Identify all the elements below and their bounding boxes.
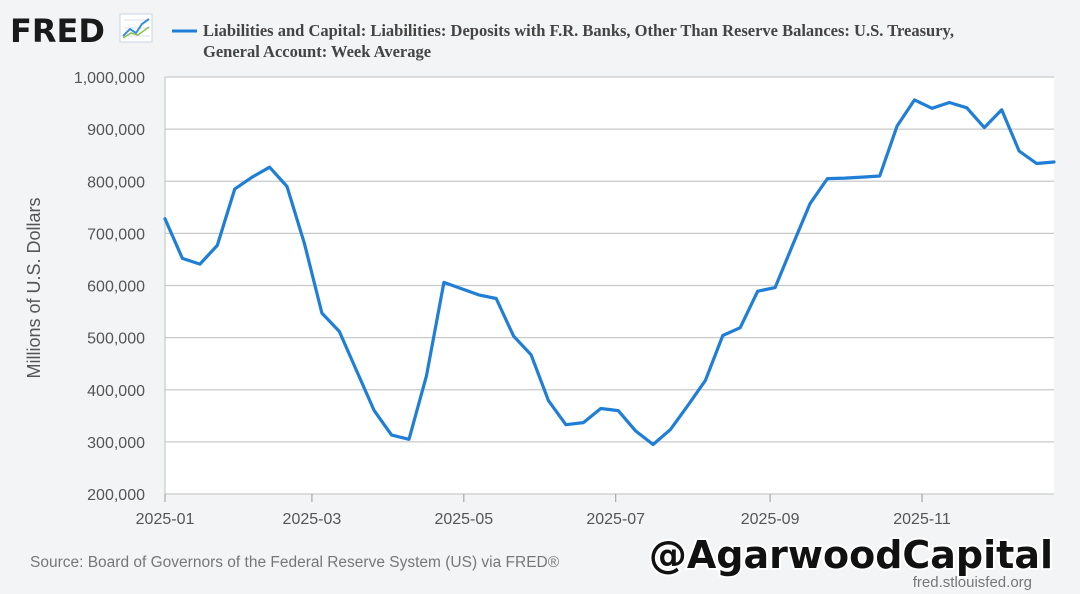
y-tick-label: 500,000 [87,331,145,348]
data-point[interactable] [911,96,919,104]
data-point[interactable] [475,291,483,299]
fred-logo[interactable]: FRED [10,12,153,50]
x-tick-label: 2025-09 [741,511,800,528]
data-point[interactable] [457,285,465,293]
fred-url[interactable]: fred.stlouisfed.org [913,574,1032,591]
data-point[interactable] [858,173,866,181]
data-point[interactable] [945,99,953,107]
data-point[interactable] [370,407,378,415]
data-point[interactable] [1015,147,1023,155]
data-point[interactable] [806,200,814,208]
data-point[interactable] [684,401,692,409]
data-point[interactable] [1033,160,1041,168]
data-point[interactable] [318,309,326,317]
data-point[interactable] [422,372,430,380]
data-point[interactable] [980,124,988,132]
y-tick-label: 400,000 [87,383,145,400]
legend-label-line1: Liabilities and Capital: Liabilities: De… [203,21,954,40]
data-point[interactable] [823,175,831,183]
y-tick-label: 600,000 [87,279,145,296]
data-point[interactable] [248,173,256,181]
y-axis: 200,000 300,000 400,000 500,000 600,000 700,0… [74,70,145,504]
data-point[interactable] [579,419,587,427]
data-point[interactable] [196,260,204,268]
data-point[interactable] [231,185,239,193]
x-tick-label: 2025-01 [136,511,195,528]
x-tick-label: 2025-07 [586,511,645,528]
data-point[interactable] [963,104,971,112]
y-tick-label: 200,000 [87,487,145,504]
data-point[interactable] [614,407,622,415]
data-point[interactable] [771,284,779,292]
series-group [161,96,1058,448]
x-axis: 2025-01 2025-03 2025-05 2025-07 2025-09 2025-… [136,494,951,528]
series-line[interactable] [163,98,1056,447]
data-point[interactable] [388,431,396,439]
legend-label-line2: General Account: Week Average [203,42,431,61]
data-point[interactable] [841,174,849,182]
y-tick-label: 700,000 [87,226,145,243]
data-point[interactable] [527,351,535,359]
data-point[interactable] [405,435,413,443]
data-point[interactable] [562,421,570,429]
data-point[interactable] [161,215,169,223]
data-point[interactable] [1050,158,1058,166]
fred-graph-icon [119,13,153,43]
data-point[interactable] [928,104,936,112]
data-point[interactable] [440,278,448,286]
data-point[interactable] [736,324,744,332]
fred-logo-text: FRED [10,12,105,50]
grid-lines [164,76,1054,495]
data-point[interactable] [649,440,657,448]
x-tick-label: 2025-03 [283,511,342,528]
x-tick-label: 2025-05 [434,511,493,528]
data-point[interactable] [667,425,675,433]
y-tick-label: 300,000 [87,435,145,452]
data-point[interactable] [719,332,727,340]
data-point[interactable] [893,122,901,130]
data-point[interactable] [353,367,361,375]
data-point[interactable] [213,241,221,249]
data-point[interactable] [492,295,500,303]
data-point[interactable] [544,397,552,405]
y-tick-label: 1,000,000 [74,70,145,87]
watermark: @AgarwoodCapital [649,533,1053,577]
data-point[interactable] [876,172,884,180]
data-point[interactable] [335,327,343,335]
x-tick-label: 2025-11 [893,511,951,528]
data-point[interactable] [998,106,1006,114]
data-point[interactable] [632,427,640,435]
y-tick-label: 900,000 [87,122,145,139]
legend[interactable]: Liabilities and Capital: Liabilities: De… [172,21,954,61]
data-point[interactable] [283,182,291,190]
data-point[interactable] [789,241,797,249]
y-tick-label: 800,000 [87,174,145,191]
data-point[interactable] [754,287,762,295]
data-point[interactable] [178,254,186,262]
data-point[interactable] [701,376,709,384]
data-point[interactable] [597,405,605,413]
source-text[interactable]: Source: Board of Governors of the Federa… [30,554,560,571]
data-point[interactable] [300,240,308,248]
y-axis-label: Millions of U.S. Dollars [24,197,44,378]
data-point[interactable] [510,332,518,340]
data-point[interactable] [266,163,274,171]
